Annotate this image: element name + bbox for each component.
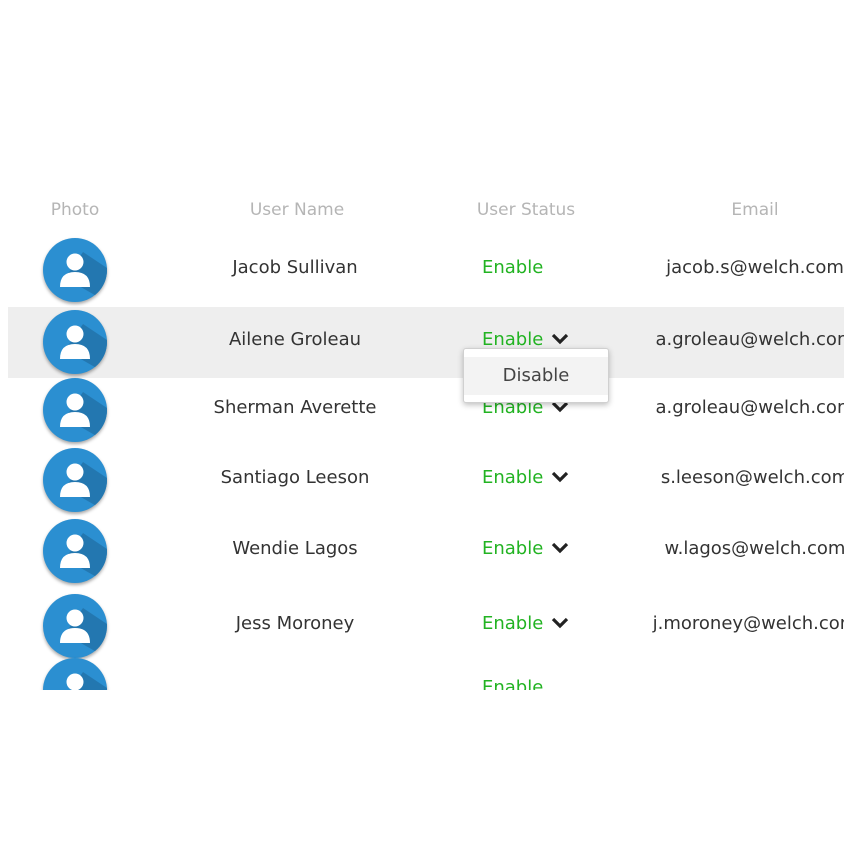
status-value: Enable [482, 538, 544, 559]
avatar-user-icon [43, 594, 107, 658]
user-email: a.groleau@welch.com [655, 397, 844, 418]
header-email: Email [731, 200, 779, 220]
chevron-down-icon[interactable] [551, 329, 569, 350]
chevron-down-icon[interactable] [551, 397, 569, 418]
status-select[interactable]: Enable [482, 329, 569, 350]
table-row[interactable]: Enable [0, 655, 844, 690]
table-row[interactable]: Santiago Leeson Enable s.leeson@welch.co… [0, 445, 844, 516]
status-select[interactable]: Enable [482, 613, 569, 634]
header-user-name: User Name [249, 200, 345, 220]
status-value: Enable [482, 329, 544, 350]
user-name: Santiago Leeson [220, 467, 370, 488]
status-select[interactable]: Enable [482, 257, 543, 278]
user-email: w.lagos@welch.com [664, 538, 844, 559]
table-row[interactable]: Sherman Averette Enable a.groleau@welch.… [0, 375, 844, 446]
chevron-down-icon[interactable] [551, 467, 569, 488]
table-row[interactable]: Ailene Groleau Enable a.groleau@welch.co… [8, 307, 844, 378]
status-value: Enable [482, 467, 544, 488]
header-photo: Photo [50, 200, 100, 220]
user-name: Ailene Groleau [228, 329, 362, 350]
status-value: Enable [482, 613, 544, 634]
user-name: Wendie Lagos [232, 538, 358, 559]
avatar-user-icon [43, 519, 107, 583]
user-email: a.groleau@welch.com [655, 329, 844, 350]
header-user-status: User Status [476, 200, 576, 220]
avatar-user-icon [43, 310, 107, 374]
avatar-user-icon [43, 658, 107, 690]
avatar-user-icon [43, 448, 107, 512]
user-email: j.moroney@welch.com [652, 613, 844, 634]
chevron-down-icon[interactable] [551, 538, 569, 559]
table-row[interactable]: Jacob Sullivan Enable jacob.s@welch.com [0, 235, 844, 306]
avatar-user-icon [43, 378, 107, 442]
menu-item-disable[interactable]: Disable [464, 357, 608, 395]
table-row[interactable]: Wendie Lagos Enable w.lagos@welch.com [0, 516, 844, 587]
table-row[interactable]: Jess Moroney Enable j.moroney@welch.com [0, 591, 844, 662]
status-value: Enable [482, 677, 544, 690]
status-select[interactable]: Enable [482, 677, 543, 690]
avatar-user-icon [43, 238, 107, 302]
chevron-down-icon[interactable] [551, 613, 569, 634]
status-dropdown-menu: Disable [463, 348, 609, 403]
user-email: jacob.s@welch.com [666, 257, 844, 278]
status-value: Enable [482, 257, 544, 278]
user-email: s.leeson@welch.com [660, 467, 844, 488]
user-name: Jacob Sullivan [232, 257, 358, 278]
user-name: Jess Moroney [235, 613, 355, 634]
user-name: Sherman Averette [213, 397, 377, 418]
status-select[interactable]: Enable [482, 467, 569, 488]
users-table: Photo User Name User Status Email Jacob … [0, 200, 844, 690]
status-select[interactable]: Enable [482, 538, 569, 559]
